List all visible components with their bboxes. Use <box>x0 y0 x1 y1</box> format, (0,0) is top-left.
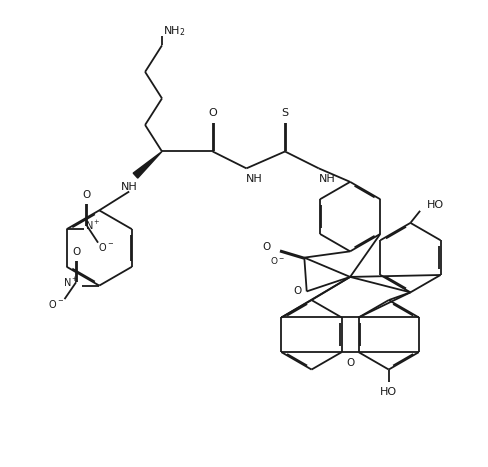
Text: HO: HO <box>427 199 444 210</box>
Text: S: S <box>282 108 288 118</box>
Text: O: O <box>208 108 217 118</box>
Text: O$^-$: O$^-$ <box>48 298 64 310</box>
Text: N$^+$: N$^+$ <box>62 276 78 289</box>
Text: NH: NH <box>246 174 263 184</box>
Text: O: O <box>83 191 91 200</box>
Text: O: O <box>72 247 80 257</box>
Text: O: O <box>293 286 301 297</box>
Text: NH$_2$: NH$_2$ <box>163 24 185 38</box>
Text: O$^-$: O$^-$ <box>270 255 285 266</box>
Text: O: O <box>346 358 354 368</box>
Text: O: O <box>263 242 271 252</box>
Text: NH: NH <box>319 174 335 184</box>
Text: O$^-$: O$^-$ <box>98 241 114 254</box>
Text: NH: NH <box>121 182 138 191</box>
Text: HO: HO <box>380 387 397 397</box>
Text: N$^+$: N$^+$ <box>85 219 101 232</box>
Polygon shape <box>133 151 162 178</box>
